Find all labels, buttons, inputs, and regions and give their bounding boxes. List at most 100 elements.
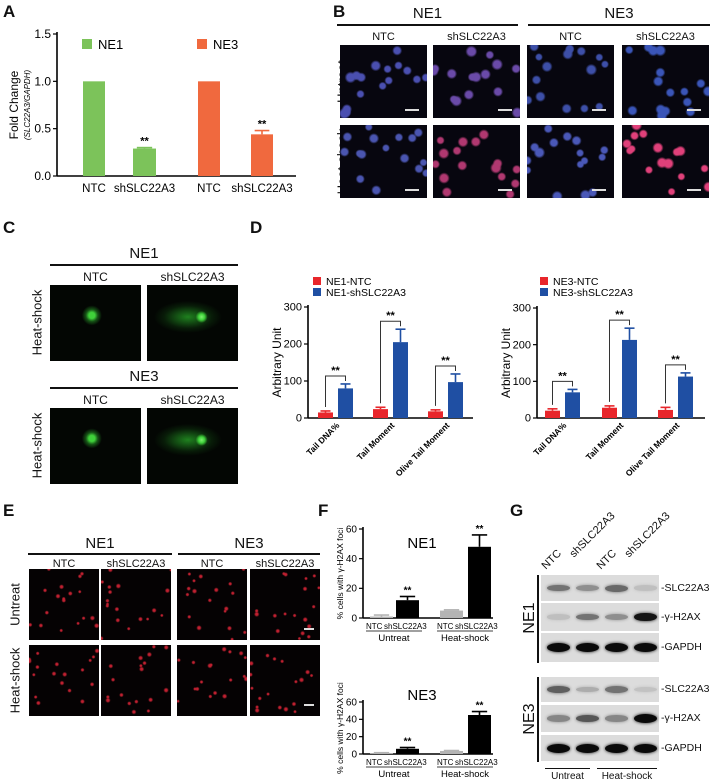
- blot-strip: [541, 633, 659, 662]
- bar: [198, 81, 220, 176]
- column-label: NTC: [83, 393, 108, 407]
- y-tick-label: 200: [513, 339, 531, 351]
- y-tick-label: 1.5: [34, 27, 51, 41]
- condition-underline: [545, 768, 590, 769]
- bar: [440, 610, 463, 618]
- y-axis-label: Fold Change: [7, 70, 21, 139]
- band-label: -GAPDH: [661, 641, 702, 653]
- x-tick-label: NTC: [366, 758, 383, 767]
- protein-band: [547, 715, 570, 722]
- significance-label: **: [671, 354, 680, 366]
- protein-band: [605, 643, 628, 652]
- bar: [83, 81, 105, 176]
- immunofluorescence-image: [250, 569, 320, 640]
- column-label: shSLC22A3: [255, 558, 315, 570]
- chart-title: NE1: [407, 535, 436, 552]
- legend-swatch: [540, 288, 548, 296]
- legend-swatch: [197, 39, 207, 49]
- bar-ntc: [318, 412, 333, 418]
- protein-band: [634, 686, 657, 693]
- chart-title: NE3: [407, 687, 436, 704]
- y-tick-label: 300: [513, 303, 531, 315]
- x-tick-label: shSLC22A3: [231, 183, 292, 195]
- column-label: shSLC22A3: [160, 270, 225, 284]
- x-tick-label: NTC: [197, 183, 221, 195]
- band-label: -SLC22A3: [661, 581, 710, 594]
- significance-label: **: [404, 585, 412, 596]
- x-tick-label: Olive Tail Moment: [393, 420, 451, 478]
- protein-band: [547, 743, 570, 753]
- scale-bar: [304, 628, 314, 630]
- scale-bar: [687, 189, 701, 191]
- comet-image: [50, 408, 141, 484]
- significance-bracket: [665, 364, 686, 404]
- protein-band: [547, 614, 570, 620]
- group-label: Untreat: [378, 769, 410, 780]
- protein-band: [634, 612, 657, 622]
- column-label: shSLC22A3: [447, 31, 506, 43]
- protein-band: [605, 686, 628, 693]
- legend-swatch: [313, 277, 321, 285]
- column-label: NTC: [52, 558, 76, 570]
- group-divider: [50, 264, 238, 266]
- fluorescence-image: [340, 45, 427, 118]
- chart-d-right: 0 100 200 300 ** Tail DNA% ** Tail Moment ** Oliv…: [499, 276, 705, 478]
- immunofluorescence-image: [101, 569, 171, 640]
- legend-label: NE1-shSLC22A3: [326, 287, 406, 299]
- x-tick-label: shSLC22A3: [455, 758, 498, 767]
- x-tick-label: shSLC22A3: [455, 622, 498, 631]
- significance-label: **: [331, 365, 340, 377]
- significance-label: **: [441, 355, 450, 367]
- group-divider: [337, 24, 518, 26]
- x-tick-label: Tail Moment: [355, 420, 397, 462]
- significance-label: **: [258, 119, 267, 131]
- x-tick-label: shSLC22A3: [384, 622, 427, 631]
- scale-bar: [592, 189, 606, 191]
- fluorescence-image: [433, 125, 520, 198]
- protein-band: [605, 613, 628, 621]
- bar: [396, 748, 419, 754]
- fluorescence-image: [340, 125, 427, 198]
- significance-label: **: [476, 701, 484, 712]
- protein-band: [605, 715, 628, 722]
- significance-bracket: [435, 365, 456, 406]
- panel-label-g: G: [510, 501, 524, 520]
- protein-band: [576, 584, 599, 592]
- column-label: NTC: [372, 31, 395, 43]
- immunofluorescence-image: [177, 569, 247, 640]
- panel-label-e: E: [3, 501, 15, 520]
- condition-label: Untreat: [551, 771, 584, 782]
- x-tick-label: NTC: [82, 183, 106, 195]
- fluorescence-image: [433, 45, 520, 118]
- panel-label-d: D: [250, 218, 263, 237]
- y-axis-label: Arbitrary Unit: [499, 327, 513, 398]
- bar-ntc: [545, 410, 560, 418]
- group-header: NE1: [85, 535, 115, 552]
- bar: [468, 546, 491, 618]
- y-tick-label: 0.5: [34, 122, 51, 136]
- comet-image: [147, 285, 238, 361]
- column-label: NTC: [559, 31, 582, 43]
- y-axis-label: % cells with γ-H2AX foci: [335, 682, 345, 774]
- y-tick-label: 20: [346, 584, 358, 595]
- bar-sh: [622, 339, 637, 418]
- x-tick-label: NTC: [437, 758, 454, 767]
- bar: [370, 753, 393, 754]
- scale-bar: [498, 189, 512, 191]
- group-divider: [178, 553, 320, 555]
- y-tick-label: 0: [351, 613, 357, 624]
- significance-label: **: [558, 370, 567, 382]
- group-label: Heat-shock: [441, 633, 489, 644]
- panel-label-c: C: [3, 218, 16, 237]
- column-label: NTC: [200, 558, 224, 570]
- comet-image: [147, 408, 238, 484]
- y-tick-label: 20: [346, 732, 358, 743]
- blot-strip: [541, 575, 659, 601]
- immunofluorescence-image: [250, 645, 320, 716]
- bar-ntc: [428, 411, 443, 418]
- group-label: Untreat: [378, 633, 410, 644]
- panel-label-b: B: [333, 2, 346, 21]
